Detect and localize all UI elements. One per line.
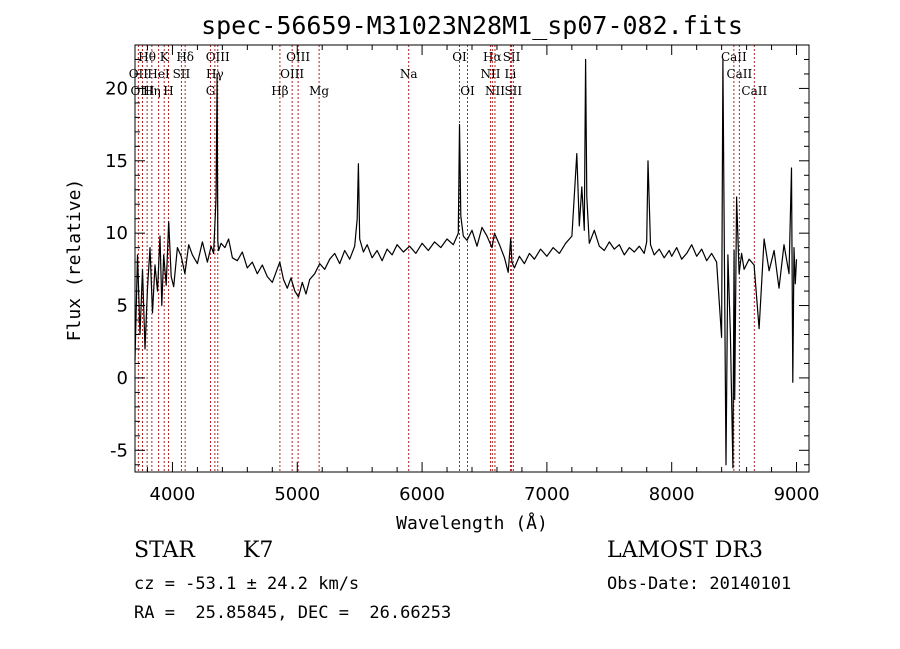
spectral-line-label: Hδ (176, 50, 194, 64)
y-tick-label: 10 (105, 223, 128, 244)
y-tick-label: 20 (105, 78, 128, 99)
spectral-line-label: Hη (143, 84, 161, 98)
spectral-line-label: OI (452, 50, 467, 64)
spectral-line-label: Hβ (271, 84, 288, 98)
spectral-line-label: NII (485, 84, 505, 98)
spectral-line-label: SII (503, 50, 521, 64)
x-tick-label: 8000 (649, 484, 695, 505)
spectral-line-label: CaII (721, 50, 747, 64)
spectral-line-label: Hγ (206, 67, 224, 81)
plot-area (134, 58, 798, 469)
spectral-line-label: NII (480, 67, 500, 81)
redshift-velocity: cz = -53.1 ± 24.2 km/s (134, 574, 360, 594)
spectral-line-label: OIII (280, 67, 304, 81)
spectral-line-label: OIII (130, 84, 154, 98)
spectral-line-label: Li (505, 67, 517, 81)
axes: 4000 5000 6000 7000 8000 9000 -5 0 5 10 15 20 (105, 44, 820, 505)
spectral-line-label: CaII (741, 84, 767, 98)
object-class: STAR (134, 538, 195, 563)
y-tick-label: 0 (117, 368, 128, 389)
x-tick-label: 9000 (774, 484, 820, 505)
object-subclass: K7 (243, 538, 274, 563)
spectral-line-label: SII (504, 84, 522, 98)
x-axis-label: Wavelength (Å) (396, 512, 548, 534)
survey-name: LAMOST DR3 (607, 538, 763, 563)
spectral-line-label: OIII (206, 50, 230, 64)
spectral-line-label: OIII (286, 50, 310, 64)
observation-date: Obs-Date: 20140101 (607, 574, 792, 594)
y-tick-label: 15 (105, 151, 128, 172)
y-tick-label: 5 (117, 296, 128, 317)
chart-title: spec-56659-M31023N28M1_sp07-082.fits (201, 11, 743, 40)
spectral-line-label: K (160, 50, 170, 64)
spectral-line-label: HeI (147, 67, 170, 81)
x-tick-label: 6000 (399, 484, 445, 505)
spectral-line-label: Mg (309, 84, 329, 98)
x-tick-label: 4000 (150, 484, 196, 505)
x-tick-label: 7000 (524, 484, 570, 505)
spectral-line-label: CaII (726, 67, 752, 81)
spectral-line-label: Hθ (138, 50, 156, 64)
y-axis-label: Flux (relative) (64, 179, 85, 342)
spectral-line-label: Hα (483, 50, 502, 64)
spectral-line-label: H (163, 84, 173, 98)
coordinates: RA = 25.85845, DEC = 26.66253 (134, 603, 452, 623)
x-tick-label: 5000 (274, 484, 320, 505)
y-tick-label: -5 (110, 440, 128, 461)
spectral-line-label: OI (460, 84, 475, 98)
spectral-line-label: SII (173, 67, 191, 81)
spectrum-series-line (134, 58, 798, 469)
spectral-line-label: Na (400, 67, 418, 81)
spectral-line-label: G (206, 84, 216, 98)
